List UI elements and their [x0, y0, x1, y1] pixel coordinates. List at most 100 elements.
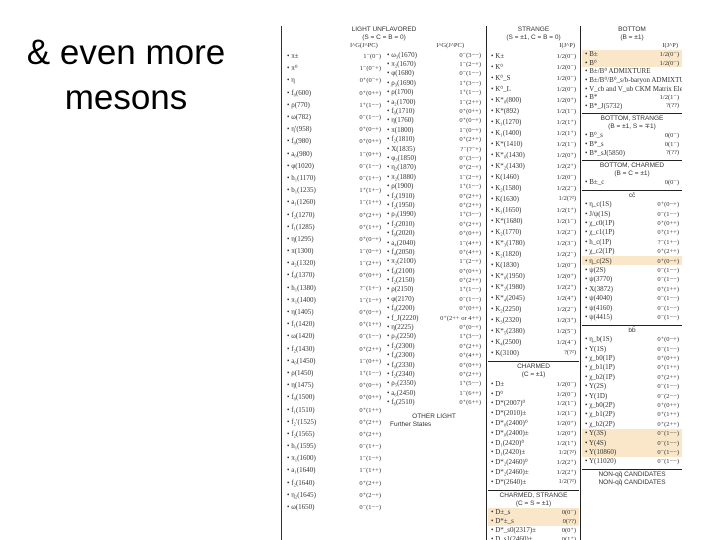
- quantum-numbers: 0⁺(1++): [657, 364, 679, 372]
- quantum-numbers: 0⁻(1−−): [657, 430, 679, 438]
- quantum-numbers: 0⁻(1+−): [359, 443, 381, 451]
- quantum-numbers: 0⁻(1−−): [657, 210, 679, 218]
- particle-row: η₂(1645) 0⁺(2−+): [284, 489, 384, 501]
- particle-name: f₂(2340): [387, 370, 414, 378]
- quantum-numbers: 1⁻(1−+): [359, 296, 381, 304]
- particle-name: K₁(1400): [491, 129, 521, 137]
- quantum-numbers: 1/2(1⁻): [659, 94, 679, 102]
- particle-name: K*₀(1950): [491, 272, 525, 280]
- quantum-numbers: 0⁺(2++): [359, 479, 381, 487]
- quantum-numbers: 1⁺(3−−): [459, 333, 481, 341]
- particle-name: K*(1680): [491, 217, 522, 225]
- particle-name: f₆(2510): [387, 398, 414, 406]
- particle-name: K⁰_S: [491, 74, 510, 82]
- quantum-numbers: 1⁺(1+−): [359, 187, 381, 195]
- particle-name: Υ(3S): [585, 429, 606, 437]
- particle-row: K(1830) 1/2(0⁻): [488, 259, 579, 270]
- particle-row: η_c(1S) 0⁺(0−+): [582, 200, 682, 209]
- particle-name: ρ₃(2250): [387, 332, 416, 340]
- particle-name: Υ(1D): [585, 392, 607, 400]
- particle-name: D*₂(2460)⁰: [491, 458, 527, 466]
- quantum-numbers: 0⁺(0−+): [657, 201, 679, 209]
- quantum-numbers: 0⁻(3−−): [459, 154, 481, 162]
- particle-name: ρ(1700): [387, 88, 413, 96]
- particle-name: f₀(980): [287, 137, 311, 145]
- particle-row: ω(782) 0⁻(1−−): [284, 111, 384, 123]
- particle-name: ω(1650): [287, 503, 314, 511]
- quantum-numbers: 1/2(1⁺): [556, 206, 576, 214]
- particle-row: B± 1/2(0⁻): [582, 50, 682, 59]
- particle-row: ψ(4040) 0⁻(1−−): [582, 293, 682, 302]
- particle-row: K(1460) 1/2(0⁻): [488, 171, 579, 182]
- particle-row: f₂(2010) 0⁺(2++): [384, 219, 484, 228]
- particle-name: χ_c0(1P): [585, 219, 614, 227]
- particle-row: f₂(2300) 0⁺(2++): [384, 341, 484, 350]
- particle-row: η_b(1S) 0⁺(0−+): [582, 335, 682, 344]
- quantum-numbers: 0⁻(1−−): [657, 313, 679, 321]
- particle-row: a₁(1640) 1⁻(1++): [284, 464, 384, 476]
- particle-name: π₂(1670): [387, 60, 416, 68]
- particle-name: K₄(2500): [491, 338, 521, 346]
- particle-name: D_s1(2460)±: [491, 535, 532, 540]
- particle-row: χ_b2(1P) 0⁺(2++): [582, 372, 682, 381]
- bottom-section: BOTTOM(B = ±1) I(J^P) B± 1/2(0⁻) B⁰ 1/2(0⁻)…: [582, 26, 682, 540]
- particle-name: π⁰: [287, 64, 297, 72]
- strange-qn-header: I(J^P): [559, 42, 575, 49]
- quantum-numbers: 1⁻(0−+): [459, 126, 481, 134]
- quantum-numbers: 0⁺(2++): [657, 248, 679, 256]
- particle-name: a₆(2450): [387, 389, 415, 397]
- particle-name: Υ(11020): [585, 457, 616, 465]
- particle-row: B⁰ 1/2(0⁻): [582, 58, 682, 68]
- particle-row: f₆(2510) 0⁺(6++): [384, 397, 484, 406]
- bottomonium-header: bb̄: [582, 324, 682, 335]
- quantum-numbers: 1/2(?²): [558, 448, 576, 456]
- particle-row: ψ(4415) 0⁻(1−−): [582, 312, 682, 321]
- particle-name: D*₀(2400)±: [491, 429, 529, 437]
- particle-name: B±/B⁰ ADMIXTURE: [585, 67, 650, 75]
- particle-row: a₀(980) 1⁻(0++): [284, 148, 384, 160]
- quantum-numbers: 0(0⁺): [561, 527, 576, 535]
- quantum-numbers: 0⁺(0++): [459, 305, 481, 313]
- particle-row: η₂(1870) 0⁺(2−+): [384, 163, 484, 172]
- particle-row: φ(1020) 0⁻(1−−): [284, 160, 384, 172]
- quantum-numbers: 1⁻(2++): [459, 98, 481, 106]
- particle-row: K*(892) 1/2(1⁻): [488, 105, 579, 116]
- particle-name: K*₀(1430): [491, 151, 525, 159]
- particle-row: K(3100) ?(?²): [488, 347, 579, 358]
- quantum-numbers: 0⁺(2++): [459, 342, 481, 350]
- particle-name: η_b(1S): [585, 335, 612, 343]
- particle-name: a₂(1320): [287, 259, 315, 267]
- particle-row: f₂(1950) 0⁺(2++): [384, 200, 484, 209]
- particle-row: f₁(1420) 0⁺(1++): [284, 318, 384, 330]
- quantum-numbers: 0⁺(1++): [359, 223, 381, 231]
- particle-row: f_J(2220) 0⁺(2++ or 4++): [384, 313, 484, 322]
- quantum-numbers: 1/2(1⁻): [556, 410, 576, 418]
- particle-row: Υ(3S) 0⁻(1−−): [582, 428, 682, 438]
- particle-row: a₆(2450) 1⁻(6++): [384, 388, 484, 397]
- particle-name: K*₄(2045): [491, 294, 525, 302]
- quantum-numbers: 1⁺(1−−): [359, 101, 381, 109]
- quantum-numbers: 1⁺(1−−): [459, 286, 481, 294]
- particle-name: D*±_s: [491, 517, 514, 525]
- particle-row: η(2225) 0⁺(0−+): [384, 322, 484, 331]
- particle-row: ρ₃(1690) 1⁺(3−−): [384, 78, 484, 87]
- particle-row: f₂(2340) 0⁺(2++): [384, 369, 484, 378]
- quantum-numbers: 0⁺(1++): [657, 285, 679, 293]
- particle-name: ρ(2150): [387, 285, 413, 293]
- particle-name: f₁(1510): [287, 406, 314, 414]
- particle-row: D*(2007)⁰ 1/2(1⁻): [488, 399, 579, 409]
- particle-name: X(1835): [387, 145, 415, 153]
- particle-name: D*(2010)±: [491, 409, 526, 417]
- quantum-numbers: 1⁻(2−+): [459, 258, 481, 266]
- meson-summary-table: LIGHT UNFLAVORED (S = C = B = 0) I^G(J^PC…: [281, 26, 684, 540]
- particle-row: D*_s0(2317)± 0(0⁺): [488, 526, 579, 535]
- particle-name: B±/B⁰/B⁰_s/b-baryon ADMIXTURE: [585, 76, 682, 84]
- quantum-numbers: 1/2(0⁻): [556, 74, 576, 82]
- quantum-numbers: 1/2(0⁻): [556, 85, 576, 93]
- quantum-numbers: 0⁻(2−−): [657, 392, 679, 400]
- particle-row: f₀(2020) 0⁺(0++): [384, 228, 484, 237]
- particle-name: f₂(1640): [287, 479, 314, 487]
- particle-row: h_c(1P) ?⁻(1+−): [582, 237, 682, 246]
- particle-name: f_J(2220): [387, 314, 418, 322]
- quantum-numbers: 0(1⁻): [664, 141, 679, 149]
